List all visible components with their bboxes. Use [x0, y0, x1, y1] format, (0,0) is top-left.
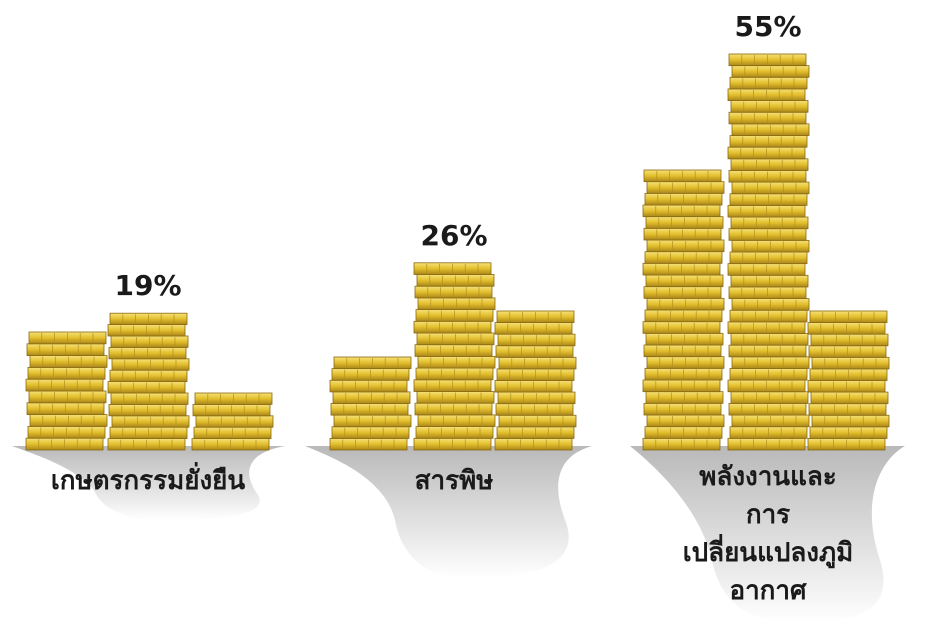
coin-stack	[25, 331, 108, 451]
shadow	[630, 446, 905, 623]
coin-stack	[807, 310, 890, 451]
category-label: สารพิษ	[414, 466, 494, 496]
coin-stack	[494, 310, 577, 451]
shadow	[12, 446, 285, 521]
coin-stack	[413, 262, 496, 451]
coin-stack	[191, 392, 274, 451]
category-label: เกษตรกรรมยั่งยืน	[50, 466, 246, 496]
shadow	[305, 446, 592, 579]
value-label: 55%	[734, 10, 802, 43]
coin-stack	[107, 312, 190, 451]
value-label: 26%	[420, 218, 488, 252]
coin-stack	[329, 356, 412, 451]
category-label: พลังงานและ การเปลี่ยนแปลงภูมิอากาศ	[682, 462, 854, 606]
value-label: 19%	[114, 269, 182, 303]
coin-stack	[727, 53, 810, 451]
coin-stack	[642, 169, 725, 451]
